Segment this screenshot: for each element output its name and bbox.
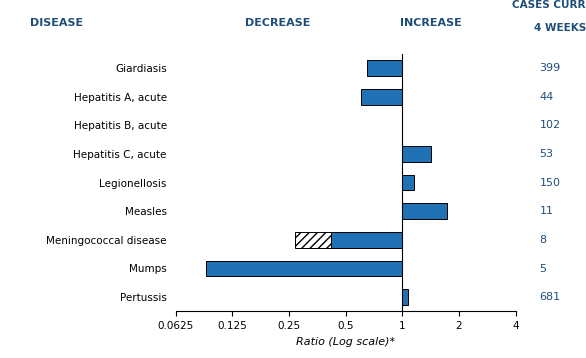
Bar xyxy=(403,289,408,305)
Text: 4 WEEKS: 4 WEEKS xyxy=(534,23,586,33)
Text: 102: 102 xyxy=(540,120,561,130)
Text: 44: 44 xyxy=(540,92,554,102)
Bar xyxy=(403,146,431,162)
X-axis label: Ratio (Log scale)*: Ratio (Log scale)* xyxy=(296,337,396,347)
Bar xyxy=(403,203,447,219)
Text: DECREASE: DECREASE xyxy=(245,18,311,28)
Bar xyxy=(332,232,403,248)
Text: 8: 8 xyxy=(540,235,547,245)
Text: 5: 5 xyxy=(540,263,547,274)
Text: CASES CURRENT: CASES CURRENT xyxy=(512,0,586,10)
Bar xyxy=(403,175,414,190)
Text: 150: 150 xyxy=(540,178,560,188)
Text: INCREASE: INCREASE xyxy=(400,18,462,28)
Bar xyxy=(360,89,403,105)
Text: 681: 681 xyxy=(540,292,561,302)
Bar xyxy=(367,60,403,76)
Bar xyxy=(295,232,332,248)
Text: 11: 11 xyxy=(540,206,553,216)
Text: 53: 53 xyxy=(540,149,553,159)
Text: DISEASE: DISEASE xyxy=(30,18,83,28)
Bar xyxy=(206,261,403,276)
Text: 399: 399 xyxy=(540,63,561,73)
